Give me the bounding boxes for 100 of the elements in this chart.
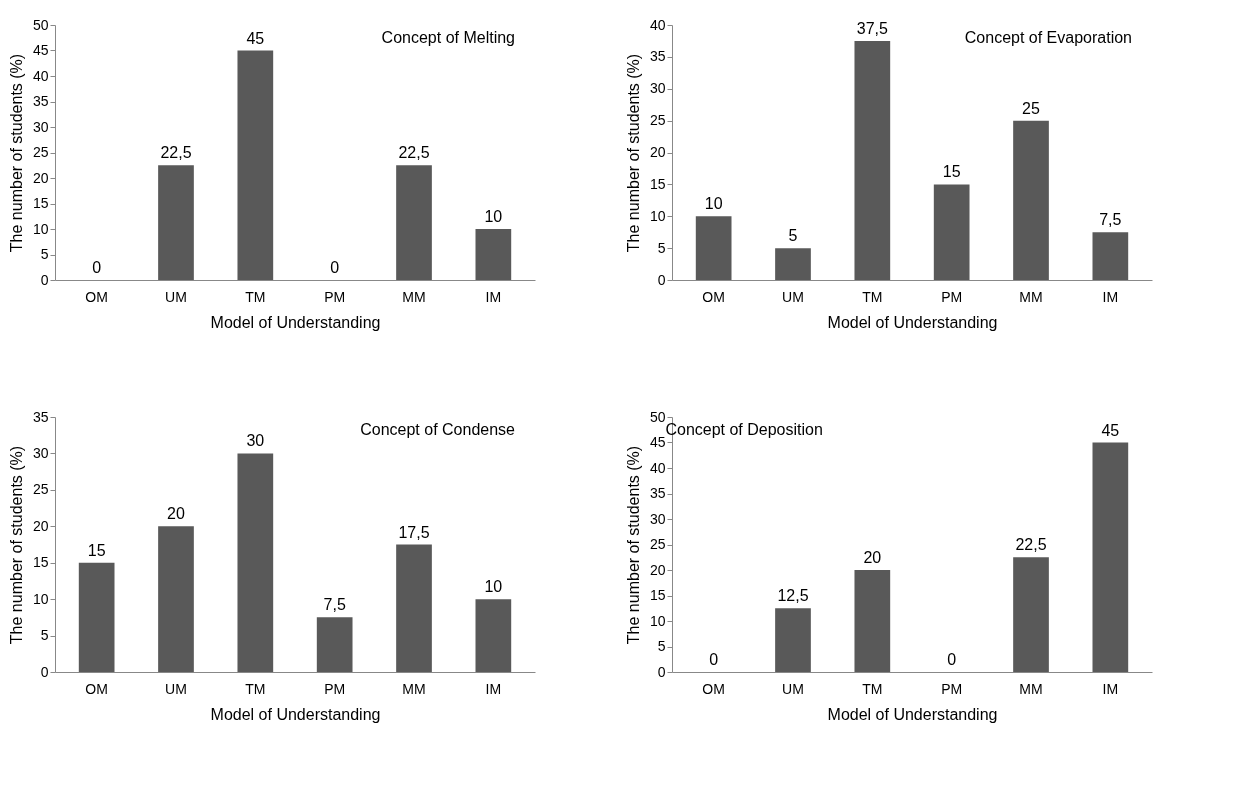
y-axis-title: The number of students (%) (624, 445, 642, 645)
x-tick-label: UM (782, 288, 804, 305)
x-tick-label: PM (324, 288, 346, 305)
data-label: 7,5 (323, 596, 346, 614)
data-label: 10 (704, 195, 723, 213)
x-tick-label: MM (402, 680, 426, 697)
bar (237, 453, 274, 672)
y-tick-label: 45 (649, 434, 666, 450)
y-tick-label: 0 (40, 663, 49, 680)
y-tick-label: 30 (649, 510, 666, 527)
y-tick-label: 50 (649, 408, 666, 425)
x-axis-title: Model of Understanding (827, 313, 998, 331)
x-tick-label: UM (165, 680, 187, 697)
bar (78, 562, 115, 672)
y-tick-label: 45 (32, 42, 49, 58)
data-label: 0 (947, 651, 957, 668)
y-tick-label: 20 (32, 517, 49, 534)
x-tick-label: MM (402, 288, 426, 305)
bar (396, 544, 432, 672)
x-tick-label: PM (941, 680, 963, 697)
y-axis-title: The number of students (%) (7, 445, 25, 645)
bar (396, 165, 432, 280)
bar (158, 165, 194, 280)
data-label: 45 (1101, 421, 1120, 439)
bar (316, 617, 353, 672)
x-tick-label: PM (324, 680, 346, 697)
bar (854, 570, 891, 672)
y-tick-label: 40 (32, 67, 49, 84)
bar (854, 40, 891, 280)
y-tick-label: 35 (32, 93, 49, 109)
data-label: 17,5 (398, 523, 430, 541)
y-tick-label: 35 (649, 485, 666, 501)
y-tick-label: 10 (649, 612, 666, 629)
y-tick-label: 10 (32, 220, 49, 237)
x-tick-label: OM (702, 680, 725, 697)
data-label: 0 (330, 259, 340, 276)
bar (695, 216, 732, 280)
data-label: 12,5 (777, 587, 809, 605)
y-tick-label: 25 (32, 481, 49, 498)
y-tick-label: 20 (32, 169, 49, 186)
y-tick-label: 40 (649, 459, 666, 476)
bar (775, 608, 811, 672)
x-tick-label: UM (782, 680, 804, 697)
x-tick-label: TM (862, 288, 883, 305)
data-label: 0 (92, 259, 102, 276)
x-axis-title: Model of Understanding (827, 705, 998, 723)
data-label: 10 (484, 208, 503, 225)
y-tick-label: 5 (40, 246, 49, 262)
data-label: 20 (863, 549, 882, 566)
data-label: 22,5 (1015, 536, 1047, 554)
bar (475, 229, 512, 280)
y-tick-label: 50 (32, 16, 49, 33)
x-tick-label: PM (941, 288, 963, 305)
bar (933, 184, 970, 280)
data-label: 22,5 (398, 144, 430, 162)
bar (1013, 120, 1049, 280)
x-tick-label: MM (1019, 288, 1043, 305)
x-axis-title: Model of Understanding (210, 313, 381, 331)
x-tick-label: OM (85, 680, 108, 697)
data-label: 15 (942, 163, 961, 181)
bar (1092, 232, 1129, 280)
x-tick-label: IM (1102, 288, 1119, 305)
data-label: 25 (1022, 99, 1041, 117)
y-tick-label: 30 (32, 118, 49, 135)
y-tick-label: 30 (649, 80, 666, 97)
y-tick-label: 0 (40, 271, 49, 288)
y-tick-label: 40 (649, 16, 666, 33)
data-label: 37,5 (856, 19, 888, 37)
bar (158, 526, 194, 672)
y-tick-label: 20 (649, 144, 666, 160)
y-tick-label: 0 (657, 663, 666, 680)
y-tick-label: 5 (657, 239, 666, 256)
y-tick-label: 15 (32, 554, 49, 571)
y-tick-label: 20 (649, 561, 666, 578)
bar (1092, 442, 1129, 672)
y-tick-label: 10 (32, 590, 49, 607)
y-tick-label: 10 (649, 207, 666, 224)
x-tick-label: IM (1102, 680, 1119, 697)
y-tick-label: 5 (40, 627, 49, 644)
chart-title: Concept of Deposition (665, 421, 823, 438)
chart-title: Concept of Evaporation (964, 29, 1132, 46)
data-label: 22,5 (160, 144, 192, 162)
y-tick-label: 15 (649, 587, 666, 603)
y-axis-title: The number of students (%) (7, 53, 25, 253)
data-label: 30 (246, 432, 265, 450)
y-tick-label: 25 (32, 144, 49, 160)
data-label: 15 (87, 541, 106, 559)
data-label: 7,5 (1099, 211, 1122, 229)
data-label: 0 (709, 651, 719, 668)
y-tick-label: 35 (649, 48, 666, 65)
x-tick-label: MM (1019, 680, 1043, 697)
data-label: 10 (484, 578, 503, 596)
bar (1013, 557, 1049, 672)
y-tick-label: 25 (649, 112, 666, 129)
chart-title: Concept of Melting (381, 29, 515, 46)
data-label: 45 (246, 29, 265, 47)
chart-title: Concept of Condense (360, 421, 516, 438)
x-tick-label: TM (245, 680, 266, 697)
x-tick-label: TM (862, 680, 883, 697)
data-label: 20 (167, 505, 185, 523)
